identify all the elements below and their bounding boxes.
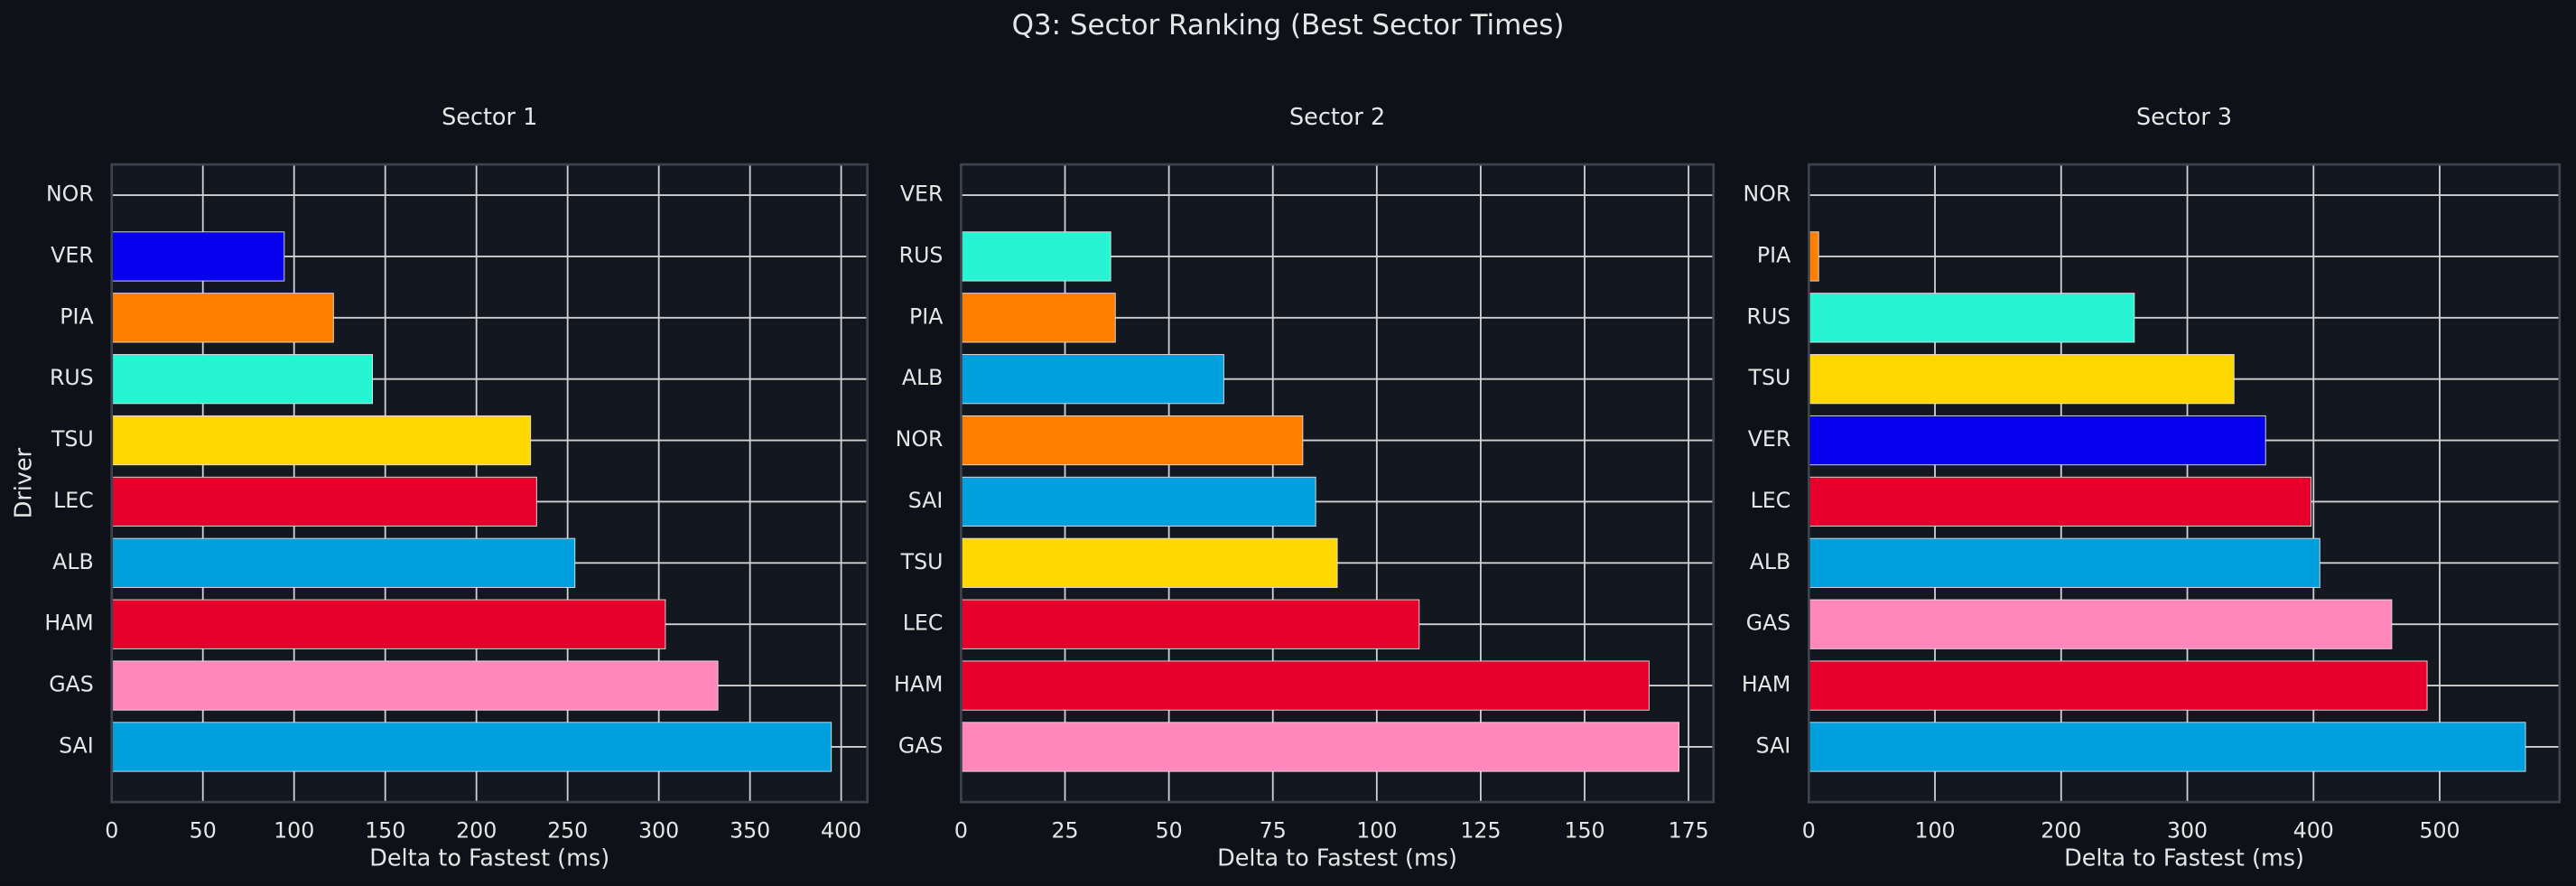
bar	[1808, 415, 2266, 466]
y-tick-label: SAI	[908, 488, 944, 513]
bar	[960, 722, 1679, 772]
y-tick-label: VER	[51, 242, 94, 267]
bar	[960, 293, 1116, 343]
plot-frame	[110, 163, 870, 804]
x-tick-label: 100	[274, 817, 314, 843]
y-tick-label: HAM	[1742, 672, 1790, 697]
x-tick-label: 75	[1260, 817, 1287, 843]
y-tick-label: SAI	[1756, 732, 1791, 758]
bar	[1808, 660, 2428, 711]
bar	[960, 354, 1224, 405]
x-tick-label: 150	[365, 817, 405, 843]
y-tick-label: NOR	[46, 182, 94, 207]
bar	[111, 599, 666, 649]
plot-frame	[960, 163, 1716, 804]
bar	[111, 537, 576, 588]
y-tick-label: HAM	[894, 672, 943, 697]
y-tick-label: NOR	[1744, 182, 1791, 207]
bar	[1808, 293, 2135, 343]
y-axis-label: Driver	[10, 447, 37, 518]
x-tick-label: 25	[1051, 817, 1078, 843]
x-tick-label: 50	[1156, 817, 1183, 843]
y-tick-label: NOR	[896, 426, 944, 452]
y-tick-label: ALB	[52, 549, 94, 574]
x-tick-label: 300	[2167, 817, 2208, 843]
y-tick-label: VER	[1748, 426, 1791, 452]
y-tick-label: RUS	[50, 365, 94, 390]
subplot-title: Sector 1	[442, 104, 537, 131]
x-tick-label: 150	[1564, 817, 1604, 843]
y-tick-label: RUS	[899, 242, 944, 267]
y-tick-label: LEC	[903, 611, 944, 636]
y-tick-label: ALB	[902, 365, 944, 390]
bar	[960, 537, 1338, 588]
y-tick-label: SAI	[59, 732, 94, 758]
x-tick-label: 100	[1914, 817, 1955, 843]
x-axis-label: Delta to Fastest (ms)	[1217, 845, 1457, 872]
y-tick-label: TSU	[1748, 365, 1791, 390]
x-tick-label: 400	[821, 817, 861, 843]
y-tick-label: TSU	[900, 549, 944, 574]
x-tick-label: 0	[105, 817, 118, 843]
y-tick-label: GAS	[1746, 611, 1791, 636]
figure-title: Q3: Sector Ranking (Best Sector Times)	[1012, 9, 1565, 42]
bar	[111, 722, 832, 772]
y-tick-label: PIA	[1757, 242, 1790, 267]
x-tick-label: 200	[2041, 817, 2081, 843]
x-tick-label: 125	[1460, 817, 1501, 843]
y-tick-label: VER	[900, 182, 944, 207]
bar	[111, 231, 285, 282]
bar	[111, 476, 537, 527]
x-tick-label: 350	[730, 817, 770, 843]
y-tick-label: ALB	[1750, 549, 1791, 574]
x-tick-label: 50	[190, 817, 217, 843]
bar	[1808, 476, 2311, 527]
y-tick-label: TSU	[51, 426, 94, 452]
y-tick-label: LEC	[1751, 488, 1791, 513]
x-tick-label: 400	[2293, 817, 2334, 843]
bar	[111, 293, 334, 343]
x-tick-label: 0	[1802, 817, 1816, 843]
x-axis-label: Delta to Fastest (ms)	[369, 845, 609, 872]
x-tick-label: 175	[1669, 817, 1709, 843]
bar	[111, 415, 532, 466]
bar	[1808, 599, 2393, 649]
x-tick-label: 100	[1356, 817, 1397, 843]
y-tick-label: RUS	[1747, 303, 1791, 329]
bar	[1808, 231, 1819, 282]
subplot-title: Sector 2	[1289, 104, 1385, 131]
bar	[1808, 722, 2526, 772]
y-tick-label: LEC	[53, 488, 94, 513]
x-tick-label: 250	[547, 817, 588, 843]
y-tick-label: PIA	[909, 303, 943, 329]
bar	[111, 354, 374, 405]
bar	[960, 231, 1111, 282]
x-tick-label: 0	[954, 817, 968, 843]
bar	[1808, 354, 2235, 405]
y-tick-label: HAM	[44, 611, 93, 636]
y-tick-label: GAS	[898, 732, 943, 758]
bar	[1808, 537, 2320, 588]
subplot-title: Sector 3	[2136, 104, 2232, 131]
bar	[111, 660, 719, 711]
x-tick-label: 200	[456, 817, 497, 843]
x-tick-label: 500	[2419, 817, 2460, 843]
x-axis-label: Delta to Fastest (ms)	[2064, 845, 2304, 872]
bar	[960, 415, 1304, 466]
y-tick-label: GAS	[49, 672, 94, 697]
bar	[960, 660, 1650, 711]
bar	[960, 476, 1316, 527]
y-tick-label: PIA	[60, 303, 93, 329]
plot-frame	[1807, 163, 2562, 804]
x-tick-label: 300	[638, 817, 679, 843]
bar	[960, 599, 1420, 649]
